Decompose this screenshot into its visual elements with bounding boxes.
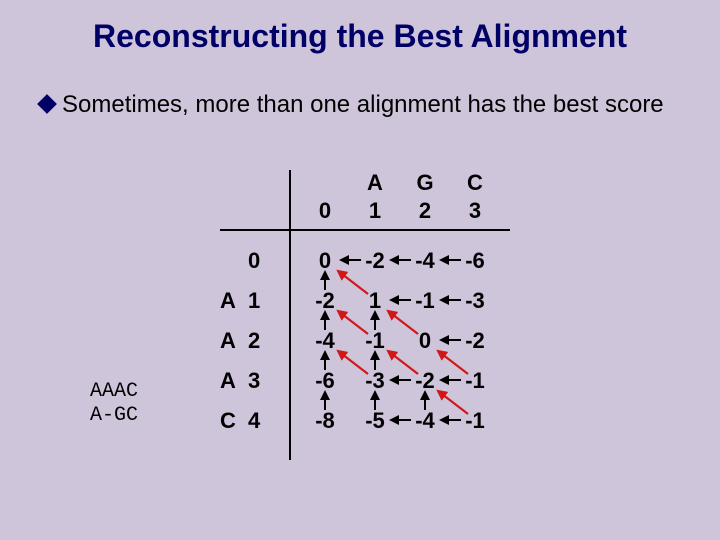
row-index: 2: [248, 328, 278, 354]
slide: Reconstructing the Best Alignment Someti…: [0, 0, 720, 540]
matrix-cell: -2: [300, 288, 350, 314]
col-index: 3: [450, 198, 500, 224]
col-letter: A: [350, 170, 400, 196]
matrix-cell: -4: [400, 408, 450, 434]
alignment-line-1: AAAC: [90, 380, 138, 404]
matrix-cell: -3: [450, 288, 500, 314]
row-letter: A: [220, 328, 250, 354]
col-index: 0: [300, 198, 350, 224]
matrix-cell: -6: [450, 248, 500, 274]
matrix-cell: 0: [300, 248, 350, 274]
row-index: 0: [248, 248, 278, 274]
bullet-text: Sometimes, more than one alignment has t…: [62, 91, 664, 118]
matrix-cell: 0: [400, 328, 450, 354]
matrix-cell: -2: [450, 328, 500, 354]
slide-title: Reconstructing the Best Alignment: [0, 18, 720, 55]
matrix-cell: -4: [400, 248, 450, 274]
diamond-bullet-icon: [37, 94, 57, 114]
matrix-cell: -4: [300, 328, 350, 354]
row-index: 3: [248, 368, 278, 394]
alignment-line-2: A-GC: [90, 404, 138, 428]
row-letter: C: [220, 408, 250, 434]
col-letter: G: [400, 170, 450, 196]
matrix-cell: -1: [450, 408, 500, 434]
matrix-cell: -1: [450, 368, 500, 394]
matrix-cell: -1: [400, 288, 450, 314]
matrix-cell: -1: [350, 328, 400, 354]
matrix-cell: -3: [350, 368, 400, 394]
matrix-cell: -5: [350, 408, 400, 434]
bullet-line: Sometimes, more than one alignment has t…: [40, 90, 680, 120]
matrix-cell: -8: [300, 408, 350, 434]
matrix-cell: -2: [350, 248, 400, 274]
row-index: 4: [248, 408, 278, 434]
col-letter: C: [450, 170, 500, 196]
matrix-cell: -6: [300, 368, 350, 394]
row-index: 1: [248, 288, 278, 314]
col-index: 1: [350, 198, 400, 224]
alignment-example: AAAC A-GC: [90, 380, 138, 428]
row-letter: A: [220, 288, 250, 314]
row-letter: A: [220, 368, 250, 394]
col-index: 2: [400, 198, 450, 224]
matrix-cell: -2: [400, 368, 450, 394]
matrix-cell: 1: [350, 288, 400, 314]
